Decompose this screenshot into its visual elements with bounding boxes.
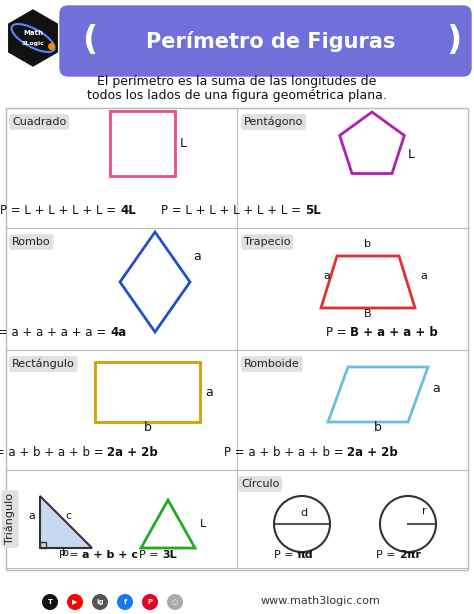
Text: ): )	[447, 25, 462, 58]
Text: Cuadrado: Cuadrado	[12, 117, 66, 127]
Text: Rectángulo: Rectángulo	[12, 359, 75, 369]
Text: P = L + L + L + L =: P = L + L + L + L =	[0, 204, 120, 217]
Polygon shape	[141, 500, 195, 548]
Text: ○: ○	[172, 599, 178, 605]
Text: 2a + 2b: 2a + 2b	[347, 446, 398, 459]
Polygon shape	[321, 256, 415, 308]
Text: ig: ig	[96, 599, 104, 605]
Circle shape	[92, 594, 108, 610]
Text: a: a	[420, 271, 428, 281]
Circle shape	[380, 496, 436, 552]
Text: b: b	[365, 239, 372, 249]
FancyBboxPatch shape	[60, 6, 471, 76]
Text: Romboide: Romboide	[244, 359, 300, 369]
Text: 3Logic: 3Logic	[21, 41, 45, 45]
Text: 3L: 3L	[162, 550, 177, 560]
Polygon shape	[120, 232, 190, 332]
Text: Perímetro de Figuras: Perímetro de Figuras	[146, 31, 396, 52]
Text: a: a	[432, 383, 440, 395]
Polygon shape	[328, 367, 428, 422]
Text: 4L: 4L	[120, 204, 136, 217]
Text: P = a + b + a + b =: P = a + b + a + b =	[224, 446, 347, 459]
Text: B + a + a + b: B + a + a + b	[350, 327, 438, 340]
Text: P =: P =	[274, 550, 297, 560]
Polygon shape	[9, 10, 57, 66]
Text: Math: Math	[23, 30, 43, 36]
Text: 5L: 5L	[305, 204, 321, 217]
Text: c: c	[65, 511, 72, 521]
Circle shape	[142, 594, 158, 610]
Text: P =: P =	[326, 327, 350, 340]
Text: a: a	[324, 271, 330, 281]
Text: a: a	[193, 251, 201, 263]
Text: P =: P =	[139, 550, 162, 560]
Bar	[95, 362, 200, 422]
Text: b: b	[144, 421, 151, 434]
Polygon shape	[40, 496, 92, 548]
Text: 2a + 2b: 2a + 2b	[107, 446, 158, 459]
Text: ▶: ▶	[73, 599, 78, 605]
Circle shape	[167, 594, 183, 610]
Text: P = L + L + L + L + L =: P = L + L + L + L + L =	[161, 204, 305, 217]
Text: Triángulo: Triángulo	[5, 494, 15, 545]
Text: d: d	[301, 508, 308, 518]
Text: T: T	[47, 599, 53, 605]
Bar	[40, 542, 46, 548]
Circle shape	[42, 594, 58, 610]
Text: P = a + a + a + a =: P = a + a + a + a =	[0, 327, 110, 340]
Text: L: L	[408, 147, 415, 160]
Circle shape	[67, 594, 83, 610]
Text: El perímetro es la suma de las longitudes de: El perímetro es la suma de las longitude…	[97, 76, 377, 88]
Text: www.math3logic.com: www.math3logic.com	[260, 596, 380, 606]
FancyBboxPatch shape	[6, 108, 468, 570]
Text: f: f	[123, 599, 127, 605]
Text: Trapecio: Trapecio	[244, 237, 291, 247]
Text: P = a + b + a + b =: P = a + b + a + b =	[0, 446, 107, 459]
Text: B: B	[364, 309, 372, 319]
Text: a + b + c: a + b + c	[82, 550, 138, 560]
Text: todos los lados de una figura geométrica plana.: todos los lados de una figura geométrica…	[87, 90, 387, 103]
Text: Círculo: Círculo	[241, 479, 279, 489]
Text: P =: P =	[376, 550, 399, 560]
Text: a: a	[28, 511, 36, 521]
Text: Pentágono: Pentágono	[244, 117, 303, 127]
Text: 4a: 4a	[110, 327, 126, 340]
Text: 2πr: 2πr	[399, 550, 421, 560]
Text: P =: P =	[59, 550, 82, 560]
Text: Rombo: Rombo	[12, 237, 51, 247]
Text: b: b	[63, 548, 70, 558]
Text: L: L	[200, 519, 206, 529]
Text: r: r	[422, 506, 427, 516]
Bar	[110, 111, 175, 176]
Circle shape	[117, 594, 133, 610]
Text: P: P	[147, 599, 153, 605]
Text: a: a	[205, 386, 213, 398]
Text: (: (	[82, 25, 98, 58]
Polygon shape	[340, 112, 404, 174]
Text: L: L	[180, 137, 187, 150]
Circle shape	[274, 496, 330, 552]
Text: b: b	[374, 421, 382, 434]
Text: πd: πd	[297, 550, 314, 560]
